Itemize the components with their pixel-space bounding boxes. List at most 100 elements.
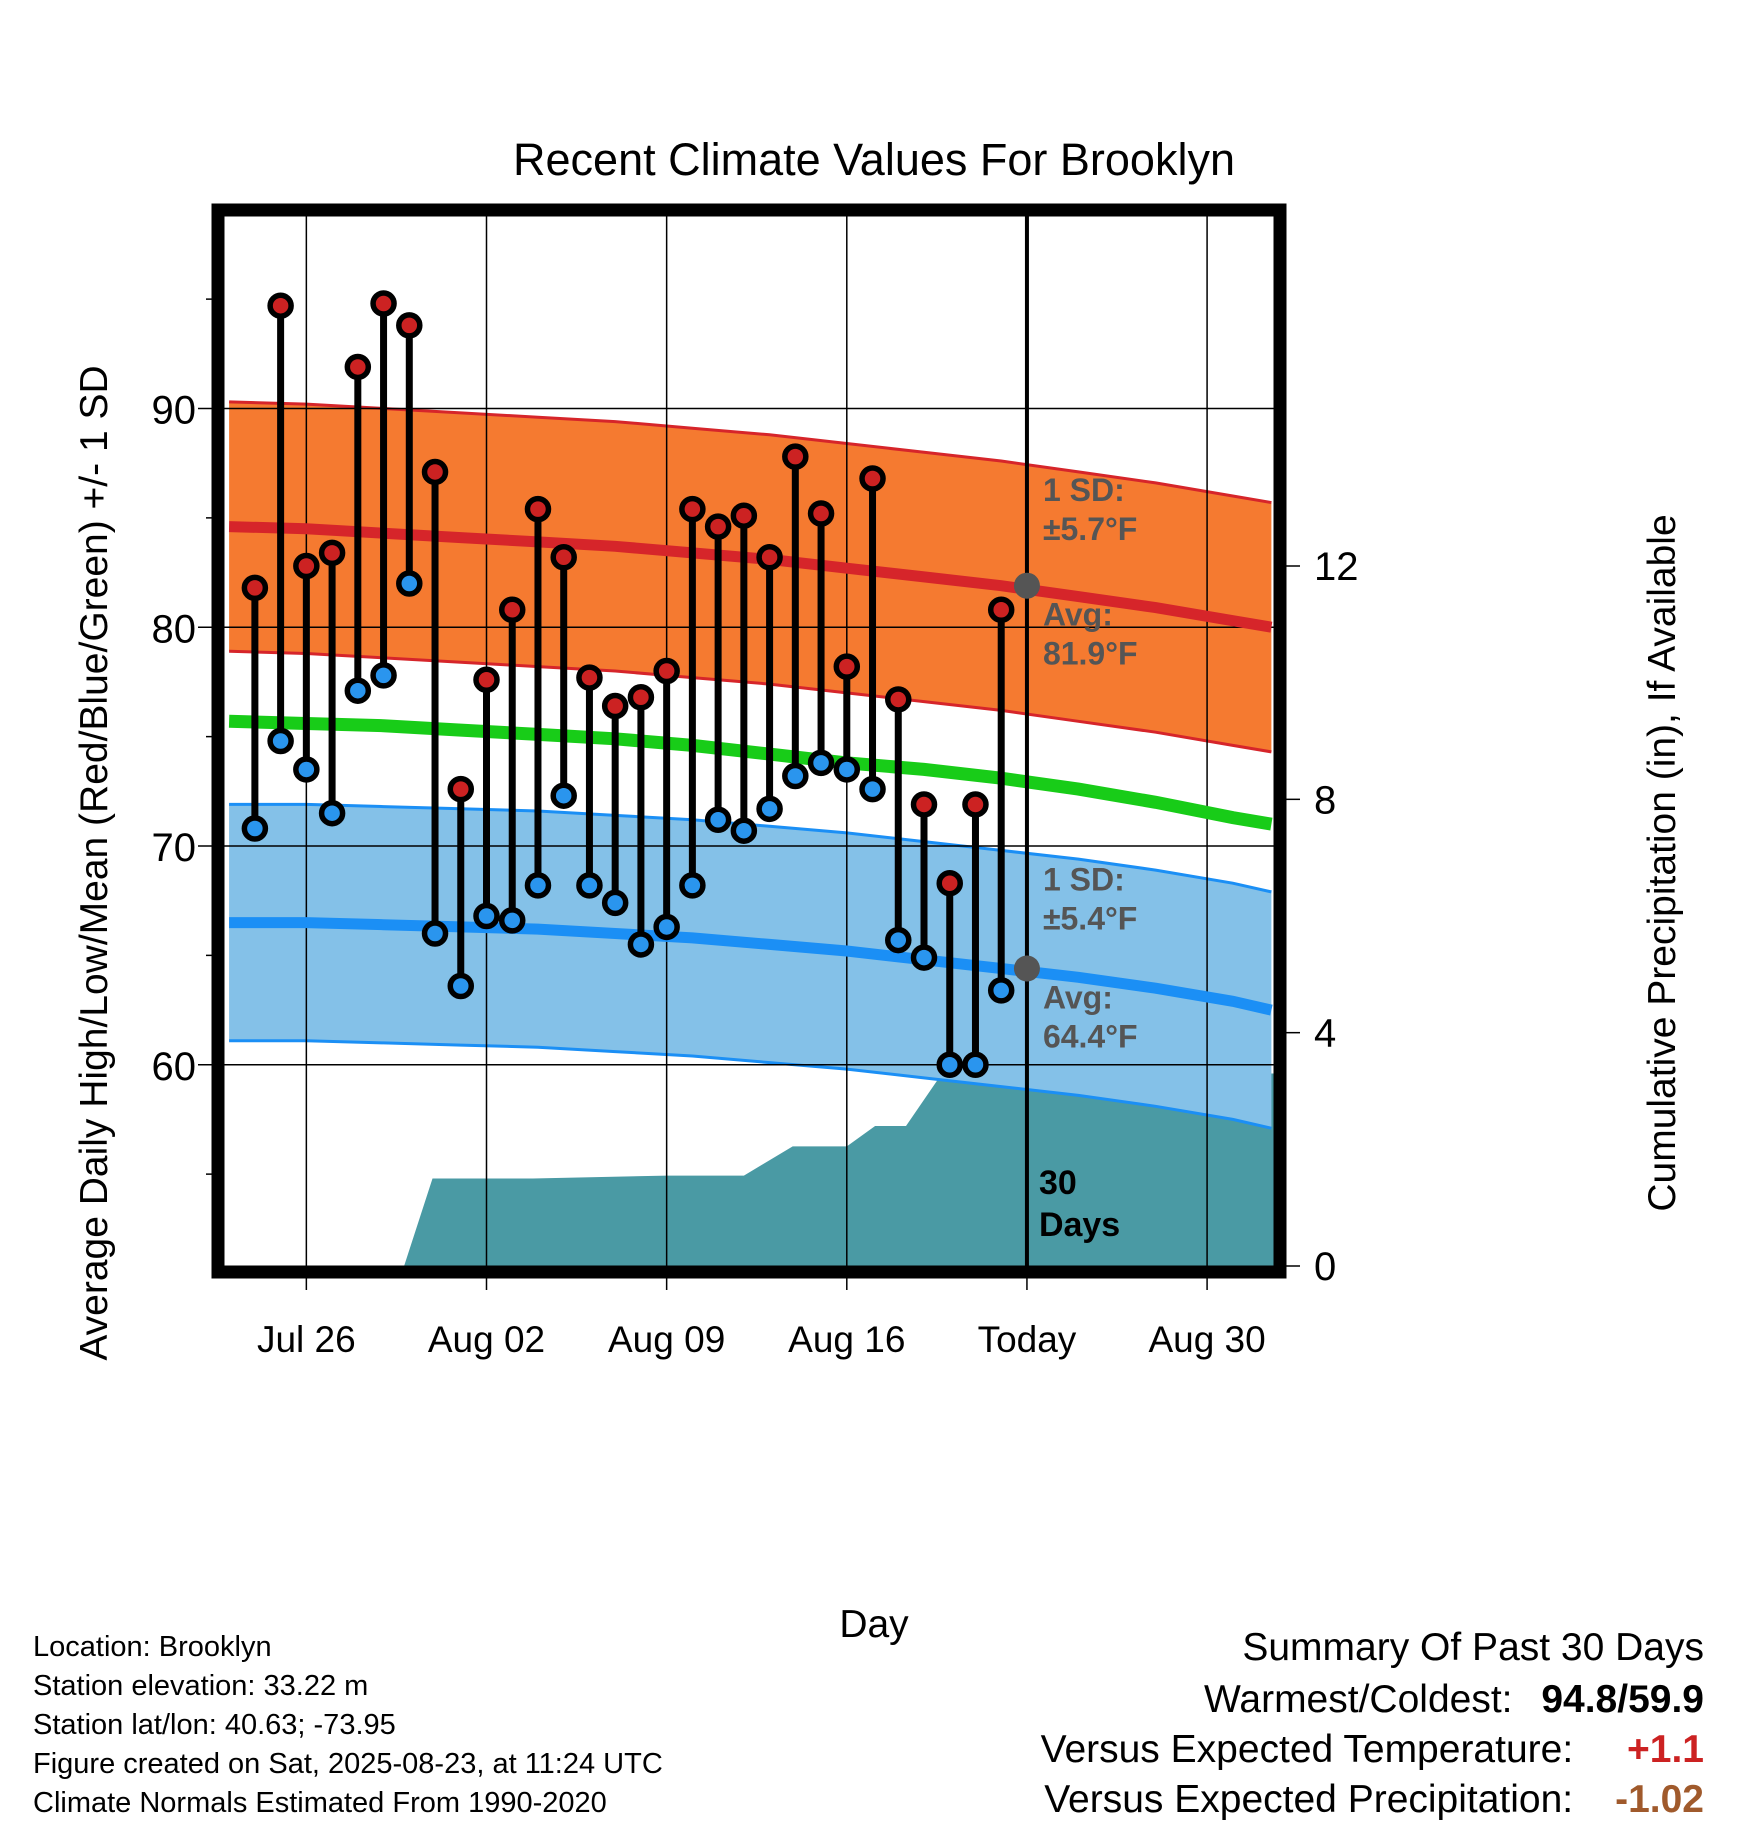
high-sd-band <box>229 401 1272 752</box>
summary-title: Summary Of Past 30 Days <box>1242 1626 1704 1669</box>
low-sd-upper-line <box>229 802 1272 894</box>
daily-high-dot <box>910 791 938 818</box>
summary-warmest-coldest: Warmest/Coldest: 94.8/59.9 <box>1204 1678 1704 1721</box>
high-avg-annotation-line: 81.9°F <box>1043 636 1138 672</box>
daily-low-dot <box>601 889 629 917</box>
daily-high-dot <box>987 596 1015 623</box>
daily-high-dot <box>782 443 809 470</box>
daily-low-dot <box>962 1051 989 1078</box>
daily-low-dot <box>627 931 655 958</box>
daily-high-dot <box>962 791 989 818</box>
daily-low-dot <box>498 907 526 934</box>
daily-low-dot <box>447 972 475 1000</box>
vs-temp-label: Versus Expected Temperature: <box>1040 1728 1574 1771</box>
x-tick-label: Aug 16 <box>788 1319 905 1360</box>
daily-high-dot <box>370 290 397 317</box>
daily-low-dot <box>987 977 1015 1004</box>
days-window-label-line: Days <box>1039 1206 1120 1244</box>
daily-high-dot <box>318 539 346 567</box>
y-tick-label: 60 <box>152 1045 197 1089</box>
daily-low-dot <box>576 872 603 899</box>
high-avg-annotation-line: Avg: <box>1043 597 1113 633</box>
daily-low-dot <box>782 762 809 790</box>
daily-low-dot <box>859 775 886 803</box>
precip-area <box>229 1073 1274 1266</box>
low-sd-annotation-line: 1 SD: <box>1043 861 1125 897</box>
latlon-text: Station lat/lon: 40.63; -73.95 <box>33 1709 396 1741</box>
daily-low-dot <box>344 677 372 704</box>
daily-low-dot <box>756 795 783 823</box>
y2-axis-label: Cumulative Precipitation (in), If Availa… <box>1641 514 1684 1211</box>
daily-high-dot <box>550 544 577 571</box>
daily-high-dot <box>936 869 963 897</box>
days-window-label-line: 30 <box>1039 1164 1077 1202</box>
daily-high-dot <box>498 596 526 623</box>
daily-high-dot <box>473 666 500 693</box>
daily-low-dot <box>833 756 861 783</box>
daily-high-dot <box>447 775 475 803</box>
daily-high-dot <box>241 574 269 602</box>
y2-tick-label: 8 <box>1314 778 1336 822</box>
daily-high-dot <box>704 513 732 540</box>
low-sd-annotation-line: ±5.4°F <box>1043 900 1137 936</box>
daily-high-dot <box>807 500 835 527</box>
low-avg-annotation-line: 64.4°F <box>1043 1019 1138 1055</box>
warmest-coldest-label: Warmest/Coldest: <box>1204 1678 1513 1721</box>
normals-text: Climate Normals Estimated From 1990-2020 <box>33 1787 607 1819</box>
daily-low-dot <box>653 913 680 941</box>
low-sd-lower-line <box>229 1039 1272 1130</box>
daily-high-dot <box>293 552 320 580</box>
low-sd-annotation: 1 SD: ±5.4°F <box>1043 861 1137 936</box>
daily-low-dot <box>679 872 706 899</box>
low-avg-annotation: Avg: 64.4°F <box>1043 980 1138 1055</box>
y-axis-label: Average Daily High/Low/Mean (Red/Blue/Gr… <box>73 365 116 1360</box>
daily-low-dot <box>421 920 449 947</box>
daily-high-dot <box>833 653 861 680</box>
high-sd-annotation-line: ±5.7°F <box>1043 511 1137 547</box>
low-avg-annotation-line: Avg: <box>1043 980 1113 1016</box>
x-axis-label: Day <box>839 1603 909 1646</box>
daily-low-dot <box>524 872 552 899</box>
daily-low-dot <box>807 749 835 777</box>
high-sd-annotation: 1 SD: ±5.7°F <box>1043 472 1137 547</box>
vs-temp-value: +1.1 <box>1627 1728 1704 1771</box>
daily-low-dot <box>473 902 500 930</box>
daily-high-dot <box>756 544 783 571</box>
daily-high-dot <box>627 684 655 711</box>
daily-high-dot <box>653 657 680 685</box>
summary-vs-temperature: Versus Expected Temperature: +1.1 <box>1041 1730 1704 1769</box>
daily-high-dot <box>576 664 603 691</box>
daily-low-dot <box>550 782 577 809</box>
daily-low-dot <box>241 815 269 842</box>
y-tick-label: 90 <box>152 389 197 433</box>
daily-high-dot <box>885 686 912 713</box>
low-avg-line <box>229 917 1273 1016</box>
daily-low-dot <box>318 799 346 827</box>
elevation-text: Station elevation: 33.22 m <box>33 1670 369 1702</box>
daily-high-dot <box>524 495 552 523</box>
y-tick-label: 70 <box>152 826 197 870</box>
x-tick-label: Aug 09 <box>608 1319 725 1360</box>
y2-tick-label: 4 <box>1314 1012 1336 1056</box>
daily-low-dot <box>910 944 938 971</box>
x-tick-label: Aug 30 <box>1148 1319 1265 1360</box>
plot-frame <box>211 203 1287 1279</box>
daily-low-dot <box>885 926 912 954</box>
x-tick-label: Aug 02 <box>428 1319 545 1360</box>
x-tick-label: Jul 26 <box>257 1319 356 1360</box>
today-low-avg-dot <box>1013 955 1040 982</box>
x-tick-label: Today <box>978 1319 1077 1360</box>
vs-precip-label: Versus Expected Precipitation: <box>1044 1778 1574 1821</box>
daily-low-dot <box>267 727 294 755</box>
coldest-value: 59.9 <box>1628 1678 1704 1721</box>
daily-low-dot <box>704 806 732 833</box>
daily-high-dot <box>267 292 294 319</box>
daily-high-dot <box>859 465 886 492</box>
daily-low-dot <box>730 817 758 844</box>
daily-high-dot <box>679 495 706 523</box>
warmest-value: 94.8 <box>1541 1678 1618 1721</box>
daily-low-dot <box>936 1051 963 1078</box>
